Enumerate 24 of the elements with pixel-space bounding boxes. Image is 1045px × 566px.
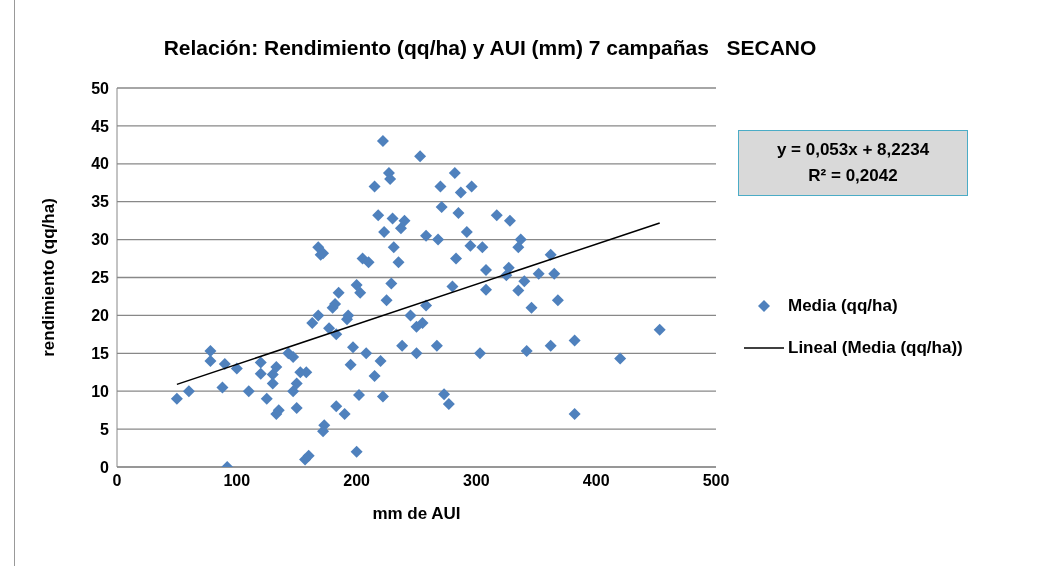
text: R² = 0,2042 bbox=[807, 165, 899, 187]
text: y = 0,053x + 8,2234 bbox=[775, 139, 931, 161]
y-tick-label: 15 bbox=[91, 344, 110, 362]
y-tick-label: 35 bbox=[91, 193, 110, 211]
y-tick-label: 45 bbox=[91, 117, 110, 135]
x-tick-label: 300 bbox=[463, 472, 490, 490]
x-tick-label: 500 bbox=[702, 472, 730, 490]
chart-title: Relación: Rendimiento (qq/ha) y AUI (mm) 7 campañas SECANO bbox=[162, 36, 818, 60]
y-tick-label: 10 bbox=[91, 382, 110, 400]
y-tick-label: 20 bbox=[91, 307, 110, 325]
x-tick-label: 0 bbox=[112, 472, 122, 490]
x-axis-title: mm de AUI bbox=[372, 504, 461, 523]
x-tick-label: 200 bbox=[343, 472, 371, 490]
y-tick-label: 50 bbox=[91, 79, 110, 97]
y-tick-label: 5 bbox=[100, 420, 110, 438]
y-tick-label: 0 bbox=[100, 458, 110, 476]
legend-label: Media (qq/ha) bbox=[788, 296, 898, 316]
y-tick-label: 40 bbox=[91, 155, 110, 173]
legend-label: Lineal (Media (qq/ha)) bbox=[788, 338, 963, 358]
y-tick-label: 25 bbox=[91, 269, 110, 287]
y-axis-title: rendimiento (qq/ha) bbox=[39, 198, 59, 357]
y-tick-label: 30 bbox=[91, 231, 110, 249]
x-tick-label: 400 bbox=[582, 472, 610, 490]
x-tick-label: 100 bbox=[223, 472, 251, 490]
